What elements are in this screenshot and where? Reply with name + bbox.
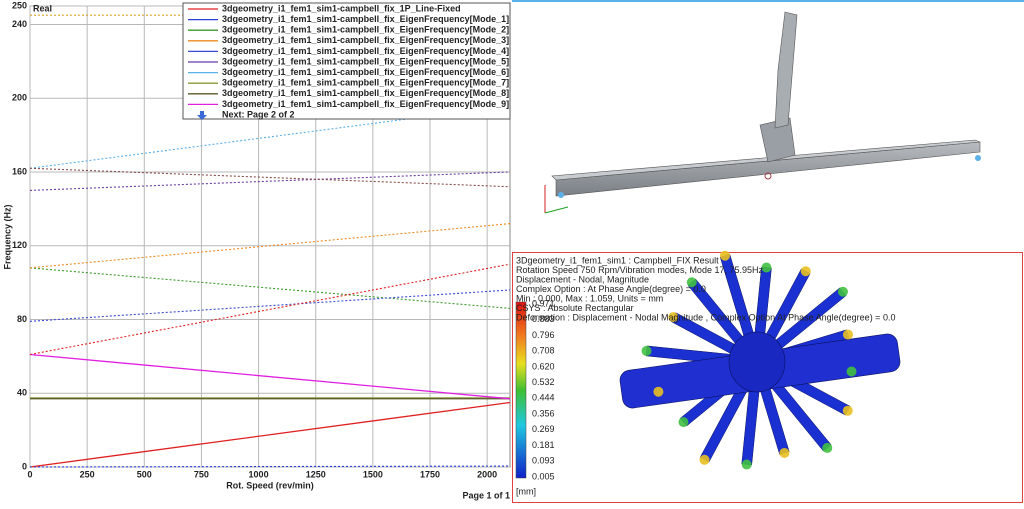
series-line bbox=[29, 263, 511, 356]
disk bbox=[728, 331, 786, 393]
colorbar-label: 0.005 bbox=[532, 471, 555, 481]
colorbar-label: 0.093 bbox=[532, 456, 555, 466]
fan-tip bbox=[846, 366, 857, 377]
fan-tip bbox=[686, 277, 697, 288]
result-info: Displacement - Nodal, Magnitude bbox=[516, 274, 649, 284]
corner-label: Real bbox=[33, 3, 52, 13]
legend-label: 3dgeometry_i1_fem1_sim1-campbell_fix_Eig… bbox=[222, 25, 509, 35]
x-tick-label: 500 bbox=[137, 469, 152, 479]
colorbar-label: 0.444 bbox=[532, 393, 555, 403]
result-info: Deformation : Displacement - Nodal Magni… bbox=[516, 312, 895, 322]
result-info: CSYS : Absolute Rectangular bbox=[516, 303, 634, 313]
series-line bbox=[29, 401, 511, 468]
node bbox=[558, 192, 564, 198]
fan-tip bbox=[678, 417, 689, 428]
fan-tip bbox=[800, 266, 811, 277]
series-line bbox=[29, 171, 511, 191]
x-tick-label: 750 bbox=[194, 469, 209, 479]
fan-tip bbox=[822, 442, 833, 453]
legend-label: 3dgeometry_i1_fem1_sim1-campbell_fix_Eig… bbox=[222, 78, 509, 88]
fan-tip bbox=[779, 447, 790, 458]
legend-label: 3dgeometry_i1_fem1_sim1-campbell_fix_Eig… bbox=[222, 35, 509, 45]
result-info: Rotation Speed 750 Rpm/Vibration modes, … bbox=[516, 265, 763, 275]
y-tick-label: 160 bbox=[12, 166, 27, 176]
unit-label: [mm] bbox=[516, 486, 536, 496]
fan-tip bbox=[699, 454, 710, 465]
colorbar-label: 0.708 bbox=[532, 346, 555, 356]
legend-label: 3dgeometry_i1_fem1_sim1-campbell_fix_Eig… bbox=[222, 14, 509, 24]
legend-box bbox=[182, 2, 511, 120]
y-axis-label: Frequency (Hz) bbox=[2, 204, 12, 269]
legend-label: 3dgeometry_i1_fem1_sim1-campbell_fix_Eig… bbox=[222, 67, 509, 77]
colorbar bbox=[515, 301, 527, 479]
legend-label: 3dgeometry_i1_fem1_sim1-campbell_fix_1P_… bbox=[222, 3, 461, 13]
legend: 3dgeometry_i1_fem1_sim1-campbell_fix_1P_… bbox=[182, 2, 511, 120]
x-tick-label: 2000 bbox=[477, 469, 497, 479]
colorbar-label: 0.181 bbox=[532, 440, 555, 450]
legend-next: Next: Page 2 of 2 bbox=[222, 109, 295, 119]
deformed-model bbox=[619, 250, 901, 470]
node bbox=[975, 155, 981, 161]
page-label: Page 1 of 1 bbox=[462, 490, 510, 500]
result-view: 3Dgeometry_i1_fem1_sim1 : Campbell_FIX R… bbox=[512, 250, 1023, 503]
series-line bbox=[29, 353, 511, 400]
fan-tip bbox=[761, 262, 772, 273]
colorbar-label: 0.269 bbox=[532, 424, 555, 434]
fan-tip bbox=[842, 405, 853, 416]
y-tick-label: 240 bbox=[12, 19, 27, 29]
fan-tip bbox=[842, 329, 853, 340]
y-tick-label: 80 bbox=[17, 314, 27, 324]
beam-top bbox=[551, 139, 981, 181]
x-axis-label: Rot. Speed (rev/min) bbox=[226, 480, 314, 490]
result-info: 3Dgeometry_i1_fem1_sim1 : Campbell_FIX R… bbox=[516, 255, 719, 265]
fan-tip bbox=[668, 312, 679, 323]
fan-tip bbox=[837, 286, 848, 297]
legend-label: 3dgeometry_i1_fem1_sim1-campbell_fix_Eig… bbox=[222, 99, 509, 109]
x-tick-label: 1500 bbox=[363, 469, 383, 479]
y-tick-label: 40 bbox=[17, 388, 27, 398]
series-line bbox=[29, 167, 511, 188]
series-line bbox=[29, 105, 511, 169]
colorbar-label: 0.532 bbox=[532, 377, 555, 387]
model-view bbox=[512, 0, 1024, 252]
colorbar-label: 0.620 bbox=[532, 361, 555, 371]
origin-marker bbox=[764, 172, 772, 180]
series-line bbox=[29, 267, 511, 309]
legend-label: 3dgeometry_i1_fem1_sim1-campbell_fix_Eig… bbox=[222, 46, 509, 56]
fan-tip bbox=[641, 345, 652, 356]
x-tick-label: 1250 bbox=[306, 469, 326, 479]
legend-label: 3dgeometry_i1_fem1_sim1-campbell_fix_Eig… bbox=[222, 88, 509, 98]
fan-tip bbox=[741, 459, 752, 470]
series-line bbox=[29, 465, 511, 468]
x-tick-label: 0 bbox=[27, 469, 32, 479]
axis-y bbox=[544, 206, 569, 214]
colorbar-label: 0.971 bbox=[532, 298, 555, 308]
colorbar-label: 0.356 bbox=[532, 408, 555, 418]
result-info: Min : 0.000, Max : 1.059, Units = mm bbox=[516, 293, 663, 303]
legend-label: 3dgeometry_i1_fem1_sim1-campbell_fix_Eig… bbox=[222, 56, 509, 66]
colorbar-label: 0.883 bbox=[532, 314, 555, 324]
series-line bbox=[29, 289, 511, 322]
result-info: Complex Option : At Phase Angle(degree) … bbox=[516, 284, 706, 294]
series-line bbox=[29, 223, 511, 269]
y-tick-label: 200 bbox=[12, 93, 27, 103]
y-tick-label: 250 bbox=[12, 0, 27, 10]
blade bbox=[774, 11, 798, 129]
fan-tip bbox=[653, 386, 664, 397]
fan-tip bbox=[719, 250, 730, 261]
x-tick-label: 250 bbox=[80, 469, 95, 479]
y-tick-label: 120 bbox=[12, 240, 27, 250]
x-tick-label: 1000 bbox=[249, 469, 269, 479]
colorbar-label: 0.796 bbox=[532, 330, 555, 340]
y-tick-label: 0 bbox=[22, 461, 27, 471]
x-tick-label: 1750 bbox=[420, 469, 440, 479]
next-arrow bbox=[197, 111, 207, 120]
